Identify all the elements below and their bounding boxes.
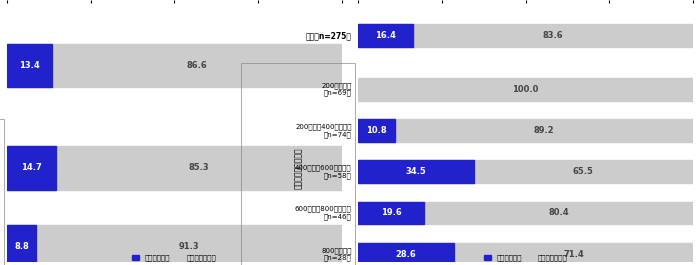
Text: 100.0: 100.0 [512,85,539,94]
Bar [358,202,693,224]
Bar [241,63,355,265]
Bar [358,243,454,265]
Text: 200万円～400万円未満
【n=74】: 200万円～400万円未満 【n=74】 [295,123,351,138]
Text: 200万円未満
【n=69】: 200万円未満 【n=69】 [321,82,351,96]
Text: 自身の昨年の年収別: 自身の昨年の年収別 [293,148,302,189]
Bar [7,44,52,87]
Text: 28.6: 28.6 [395,250,416,259]
Bar [358,243,693,265]
Legend: 調整している, 調整していない: 調整している, 調整していない [130,252,219,264]
Text: 10.8: 10.8 [366,126,386,135]
Text: 34.5: 34.5 [406,167,426,176]
Bar [7,225,342,265]
Text: 80.4: 80.4 [548,208,569,217]
Text: 19.6: 19.6 [381,208,402,217]
Bar [358,24,693,47]
Text: 全体【n=275】: 全体【n=275】 [306,31,351,40]
Text: 400万円～600万円未満
【n=58】: 400万円～600万円未満 【n=58】 [295,165,351,179]
Text: 65.5: 65.5 [573,167,594,176]
Bar [358,160,474,183]
Text: 85.3: 85.3 [188,164,209,173]
Bar [7,225,36,265]
Bar [7,146,56,189]
Text: 91.3: 91.3 [179,242,200,251]
Bar [0,119,4,265]
Text: 86.6: 86.6 [186,61,207,70]
Text: 83.6: 83.6 [542,31,564,40]
Bar [7,44,342,87]
Text: 16.4: 16.4 [375,31,396,40]
Bar [358,24,413,47]
Bar [358,202,424,224]
Text: 14.7: 14.7 [21,164,42,173]
Bar [358,160,693,183]
Text: 800万円以上
【n=28】: 800万円以上 【n=28】 [321,247,351,261]
Bar [358,78,693,100]
Text: 8.8: 8.8 [14,242,29,251]
Bar [358,119,395,142]
Bar [358,119,693,142]
Text: 71.4: 71.4 [564,250,584,259]
Text: 600万円～800万円未満
【n=46】: 600万円～800万円未満 【n=46】 [295,206,351,220]
Text: 13.4: 13.4 [19,61,40,70]
Text: 89.2: 89.2 [533,126,554,135]
Bar [7,146,342,189]
Legend: 調整している, 調整していない: 調整している, 調整していない [481,252,570,264]
